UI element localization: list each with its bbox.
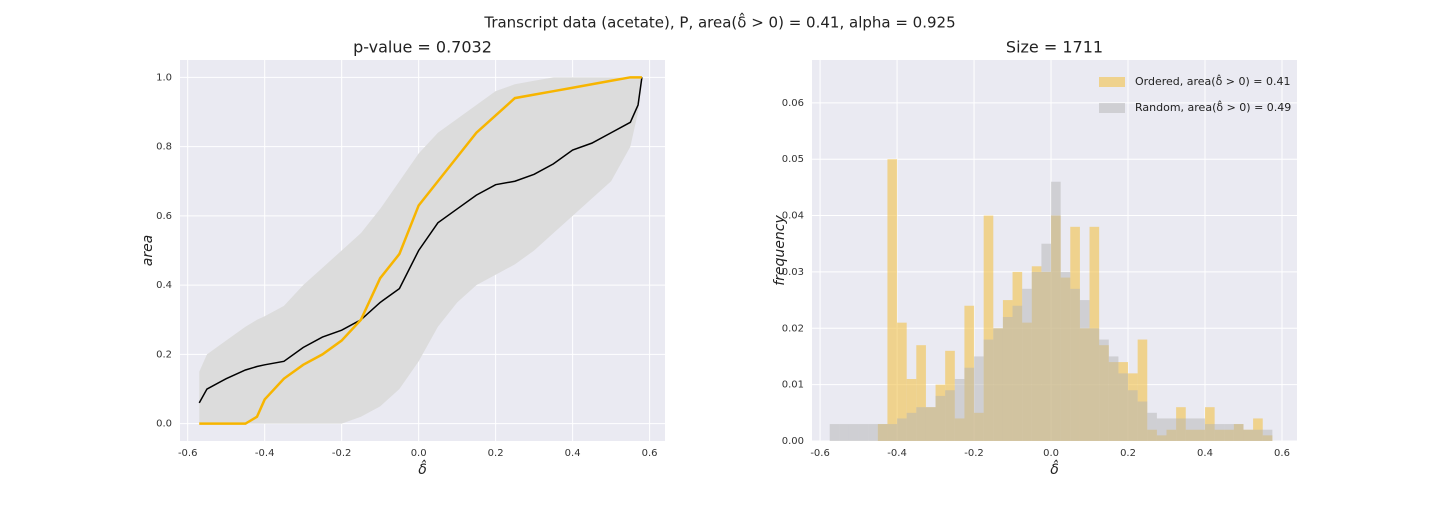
y-tick-label: 0.02 (782, 323, 804, 334)
y-axis-label: area (140, 235, 156, 267)
histogram-bar (954, 379, 965, 441)
y-tick-label: 0.01 (782, 380, 804, 391)
line (198, 77, 643, 404)
legend-label: Ordered, area(δ̂ > 0) = 0.41 (1135, 74, 1291, 88)
x-tick-label: -0.6 (178, 448, 198, 459)
x-axis-label: δ̂ (418, 459, 427, 478)
histogram-bar (1128, 390, 1138, 441)
y-tick-label: 0.2 (156, 349, 172, 360)
histogram-bar (1041, 243, 1052, 441)
figure-title: Transcript data (acetate), P, area(δ̂ > … (483, 12, 955, 32)
x-tick-label: 0.4 (1197, 448, 1213, 459)
histogram-bar (1022, 288, 1032, 441)
histogram-bar (1166, 418, 1177, 441)
y-tick-label: 0.0 (156, 419, 172, 430)
histogram-bar (868, 424, 878, 441)
histogram-bar (993, 328, 1003, 441)
histogram-bar (1137, 339, 1148, 441)
y-tick-label: 0.05 (782, 154, 804, 165)
histogram-bar (1137, 401, 1148, 441)
confidence-band (199, 77, 642, 424)
histogram-bar (1253, 429, 1263, 441)
histogram-bar (1205, 424, 1215, 441)
line (199, 76, 642, 425)
histogram-bar (1089, 328, 1100, 441)
histogram-bar (1147, 412, 1157, 441)
histogram-bar (935, 395, 946, 441)
x-tick-label: 0.2 (488, 448, 504, 459)
x-tick-label: 0.4 (565, 448, 581, 459)
histogram-bar (916, 345, 926, 441)
histogram-bar (1060, 271, 1071, 441)
histogram-bar (1195, 418, 1206, 441)
x-tick-label: -0.2 (964, 448, 984, 459)
histogram-bar (925, 407, 936, 441)
histogram-bar (945, 390, 955, 441)
histogram-bar (1012, 305, 1023, 441)
x-tick-label: -0.4 (887, 448, 907, 459)
histogram-bar (877, 424, 888, 441)
x-tick-label: 0.2 (1120, 448, 1136, 459)
histogram-bar (1233, 424, 1244, 441)
y-tick-label: 0.00 (782, 436, 804, 447)
histogram-bar (1243, 429, 1254, 441)
x-tick-label: -0.6 (810, 448, 830, 459)
histogram-bar (1262, 429, 1273, 441)
legend-label: Random, area(δ̂ > 0) = 0.49 (1135, 100, 1291, 114)
histogram-bar (1099, 339, 1109, 441)
x-tick-label: -0.2 (332, 448, 352, 459)
histogram-bar (897, 418, 907, 441)
y-tick-label: 0.6 (156, 211, 172, 222)
histogram-bar (974, 356, 984, 441)
histogram-bar (983, 215, 994, 441)
x-tick-label: 0.6 (1274, 448, 1290, 459)
x-tick-label: 0.0 (411, 448, 427, 459)
histogram-bar (897, 322, 907, 441)
histogram-bar (983, 339, 994, 441)
histogram-bar (1002, 317, 1013, 441)
histogram-bar (1051, 181, 1061, 442)
histogram-bar (887, 159, 898, 442)
histogram-bar (1079, 300, 1090, 441)
histogram-bar (1224, 424, 1234, 441)
x-tick-label: 0.0 (1043, 448, 1059, 459)
y-tick-label: 0.03 (782, 267, 804, 278)
x-tick-label: -0.4 (255, 448, 275, 459)
y-tick-label: 0.4 (156, 280, 172, 291)
y-tick-label: 0.8 (156, 142, 172, 153)
axes-title: p-value = 0.7032 (353, 38, 492, 57)
histogram-bar (1156, 418, 1167, 441)
histogram-bar (887, 424, 898, 441)
histogram-bar (829, 424, 840, 441)
histogram-bar (839, 424, 849, 441)
histogram-bar (964, 367, 975, 441)
y-tick-label: 0.04 (782, 211, 804, 222)
histogram-bar (1118, 373, 1129, 441)
histogram-bar (1070, 288, 1080, 441)
y-tick-label: 0.06 (782, 98, 804, 109)
histogram-bar (906, 412, 917, 441)
histogram-bar (906, 379, 917, 441)
histogram-bar (1214, 424, 1225, 441)
legend-swatch (1099, 77, 1125, 87)
histogram-bar (1185, 418, 1196, 441)
x-tick-label: 0.6 (642, 448, 658, 459)
y-axis-label: frequency (772, 215, 788, 286)
x-axis-label: δ̂ (1050, 459, 1059, 478)
histogram-bar (1108, 356, 1119, 441)
histogram-bar (916, 407, 926, 441)
histogram-bar (858, 424, 869, 441)
axes-title: Size = 1711 (1006, 38, 1103, 57)
histogram-bar (1176, 418, 1186, 441)
legend-swatch (1099, 103, 1125, 113)
y-tick-label: 1.0 (156, 72, 172, 83)
histogram-bar (848, 424, 859, 441)
histogram-bar (1031, 271, 1042, 441)
